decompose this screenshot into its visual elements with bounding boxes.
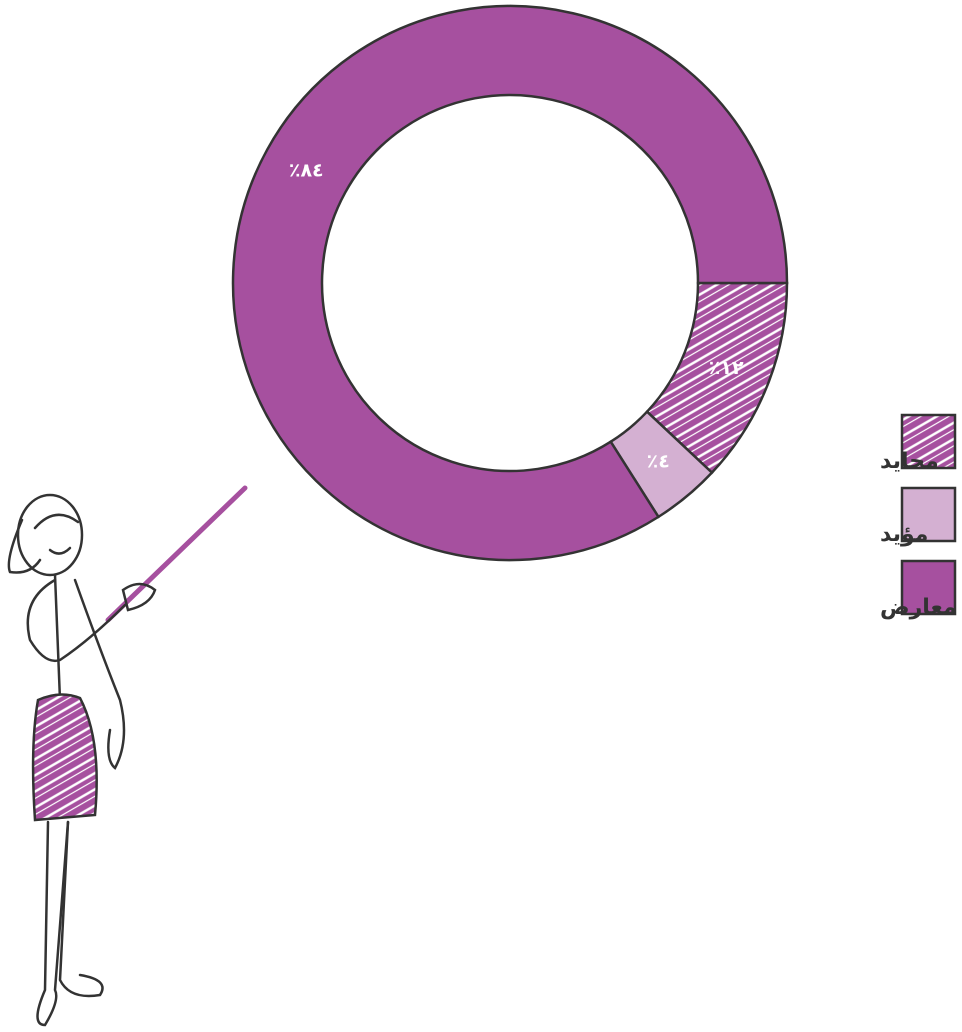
legend-swatch xyxy=(900,486,957,543)
legend-label: معارض xyxy=(880,595,957,620)
data-label: ٪١٢ xyxy=(709,357,744,379)
legend-label: مؤيد xyxy=(880,522,928,547)
legend-label: محايد xyxy=(880,449,939,474)
figure xyxy=(7,485,248,1027)
legend-swatch xyxy=(900,413,957,470)
data-label: ٪٨٤ xyxy=(289,159,324,181)
slice xyxy=(231,4,789,562)
data-label: ٪٤ xyxy=(647,451,670,473)
legend-swatch xyxy=(900,559,957,616)
